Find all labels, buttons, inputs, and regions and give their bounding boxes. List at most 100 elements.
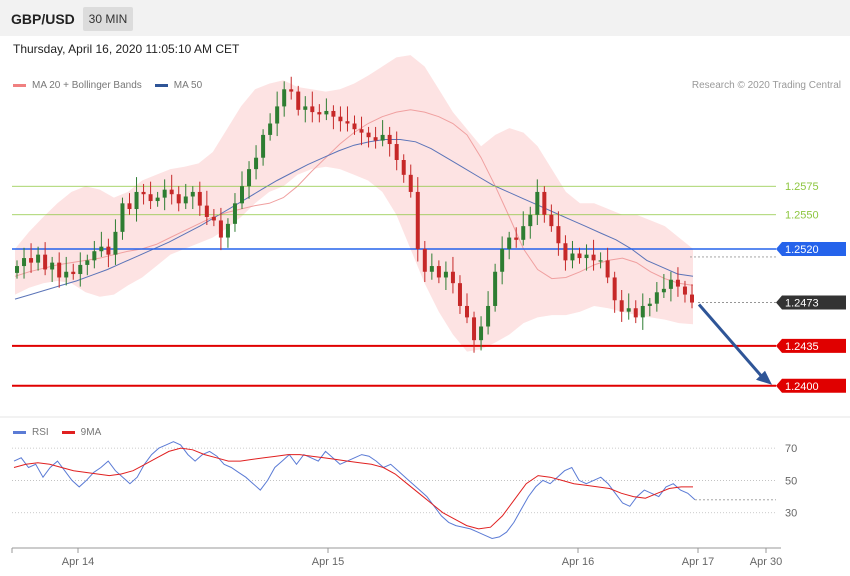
- candlestick-layer: [15, 76, 694, 353]
- candle-body: [22, 258, 27, 267]
- candle-body: [50, 262, 55, 270]
- level-label: 1.2575: [785, 181, 819, 193]
- candle-body: [190, 191, 195, 197]
- legend-label: MA 20 + Bollinger Bands: [32, 80, 142, 91]
- level-tag: [776, 378, 846, 393]
- candle-body: [542, 191, 547, 215]
- candle-body: [85, 260, 90, 265]
- candle-body: [289, 89, 294, 92]
- rsi-tick-label: 50: [785, 475, 797, 487]
- level-label: 1.2435: [785, 341, 819, 353]
- x-tick-label: Apr 17: [682, 556, 714, 568]
- timeframe-button[interactable]: 30 MIN: [83, 7, 133, 31]
- candle-body: [612, 277, 617, 301]
- legend-label: RSI: [32, 427, 49, 438]
- level-label: 1.2473: [785, 298, 819, 310]
- candle-body: [514, 237, 519, 240]
- candle-body: [113, 231, 118, 255]
- candle-body: [43, 254, 48, 270]
- candle-body: [479, 326, 484, 341]
- candle-body: [577, 253, 582, 259]
- candle-body: [57, 262, 62, 278]
- candle-body: [647, 303, 652, 306]
- candle-body: [331, 110, 336, 117]
- candle-body: [162, 189, 167, 198]
- candle-body: [408, 174, 413, 192]
- legend-item-ma20-bb: MA 20 + Bollinger Bands: [13, 80, 142, 91]
- candle-body: [591, 254, 596, 261]
- level-label: 1.2550: [785, 210, 819, 222]
- chart-datetime: Thursday, April 16, 2020 11:05:10 AM CET: [13, 42, 240, 56]
- chart-header: GBP/USD 30 MIN: [0, 0, 850, 36]
- candle-body: [183, 196, 188, 204]
- candle-body: [148, 194, 153, 202]
- candle-body: [422, 248, 427, 272]
- candle-body: [598, 260, 603, 262]
- candle-body: [633, 308, 638, 318]
- candle-body: [15, 266, 19, 273]
- candle-body: [240, 186, 244, 204]
- candle-body: [690, 294, 694, 303]
- candle-body: [268, 123, 273, 135]
- candle-body: [261, 134, 266, 158]
- projection-arrow-head: [756, 370, 772, 385]
- candle-body: [493, 271, 498, 306]
- candle-body: [99, 246, 104, 252]
- candle-body: [338, 116, 343, 122]
- candle-body: [450, 271, 455, 284]
- candle-body: [232, 203, 237, 224]
- bollinger-band-area: [15, 55, 693, 352]
- candle-body: [668, 279, 673, 289]
- copyright-text: Research © 2020 Trading Central: [691, 80, 841, 91]
- candle-body: [380, 134, 385, 141]
- legend-swatch: [13, 431, 26, 434]
- candle-body: [521, 226, 526, 240]
- candle-body: [401, 160, 406, 175]
- candle-body: [373, 137, 378, 141]
- candle-body: [352, 123, 357, 130]
- candle-body: [127, 203, 132, 210]
- ma50-line: [14, 139, 694, 300]
- legend-swatch: [154, 84, 168, 87]
- time-axis: Apr 14 Apr 15 Apr 16 Apr 17 Apr 30: [11, 547, 782, 568]
- candle-body: [507, 237, 512, 249]
- level-label: 1.2520: [785, 244, 819, 256]
- candle-body: [675, 279, 680, 287]
- candle-body: [570, 253, 575, 261]
- candle-body: [654, 292, 659, 304]
- candle-body: [275, 106, 280, 124]
- candle-body: [225, 223, 230, 238]
- x-tick-label: Apr 14: [62, 556, 94, 568]
- rsi-tick-label: 70: [785, 443, 797, 455]
- candle-body: [457, 283, 462, 306]
- legend-item-rsi: RSI: [13, 427, 49, 438]
- candle-body: [134, 191, 139, 210]
- rsi-line: [13, 441, 696, 540]
- candle-body: [584, 254, 589, 259]
- candle-body: [282, 89, 287, 107]
- projection-arrow-layer: [697, 303, 772, 385]
- candle-body: [626, 308, 631, 312]
- candle-body: [71, 271, 76, 275]
- candle-body: [64, 271, 69, 278]
- legend-item-9ma: 9MA: [61, 427, 102, 438]
- symbol-label: GBP/USD: [11, 11, 75, 27]
- candle-body: [429, 266, 434, 272]
- price-level-layer: 1.2575 1.2550 1.2520 1.2473 1.2435 1.2400: [12, 181, 846, 393]
- candle-body: [92, 251, 97, 261]
- candle-body: [120, 203, 125, 232]
- candle-body: [296, 91, 301, 110]
- legend-label: MA 50: [173, 80, 203, 91]
- legend-swatch: [61, 431, 75, 434]
- level-tag: [776, 241, 846, 256]
- candle-body: [535, 191, 540, 215]
- candle-body: [303, 106, 308, 110]
- bollinger-band-layer: [15, 55, 693, 352]
- candle-body: [443, 271, 448, 278]
- legend-label: 9MA: [80, 427, 102, 438]
- candle-body: [247, 169, 252, 187]
- level-tag: [776, 338, 846, 353]
- candle-body: [254, 157, 259, 170]
- candle-body: [436, 266, 441, 278]
- candle-body: [211, 217, 216, 221]
